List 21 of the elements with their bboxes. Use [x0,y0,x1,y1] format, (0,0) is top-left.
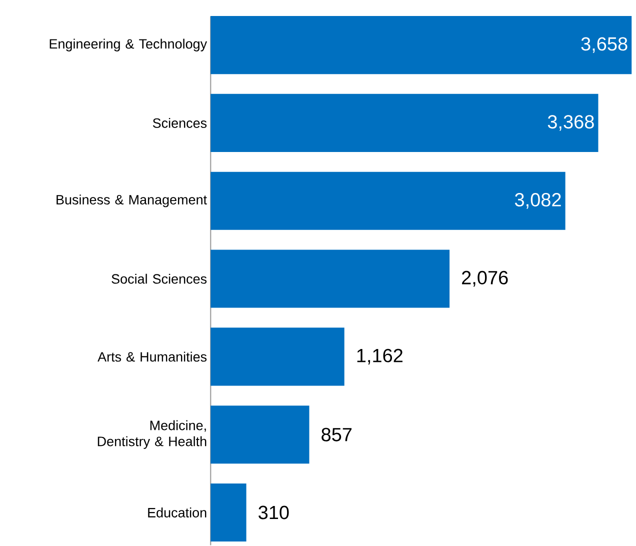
data-label: 857 [322,428,352,442]
data-label: 3,082 [514,193,561,209]
bar [210,172,566,230]
y-tick-label: Business & Management [56,194,207,208]
y-tick-label: Arts & Humanities [98,352,207,362]
bar [210,483,246,542]
data-label: 3,368 [548,115,594,131]
y-tick-label: Medicine, Dentistry & Health [98,420,206,449]
bar [210,328,344,386]
data-label: 3,658 [581,37,628,53]
data-label: 1,162 [357,348,402,365]
y-tick-label: Education [148,508,206,518]
y-tick-label: Sciences [152,118,207,128]
data-label: 310 [258,506,289,520]
y-tick-label: Social Sciences [112,274,207,284]
data-label: 2,076 [462,270,508,287]
bar [210,250,450,308]
y-tick-label: Engineering & Technology [50,38,208,52]
bar [210,94,598,152]
bar [210,16,632,74]
bar [210,406,310,464]
